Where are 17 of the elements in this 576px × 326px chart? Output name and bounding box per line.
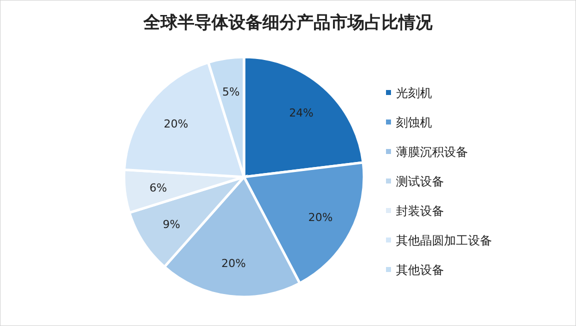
pie-slice: [242, 56, 364, 178]
chart-title: 全球半导体设备细分产品市场占比情况: [142, 13, 434, 33]
data-label: 9%: [162, 218, 180, 231]
data-label: 20%: [221, 256, 246, 270]
data-label: 20%: [308, 211, 333, 224]
legend-label: 其他设备: [396, 263, 444, 277]
data-label: 5%: [222, 86, 240, 99]
legend-label: 测试设备: [396, 174, 444, 188]
data-label: 6%: [150, 181, 167, 194]
legend-label: 其他晶圆加工设备: [396, 234, 492, 248]
data-label: 24%: [289, 106, 314, 120]
legend-label: 刻蚀机: [396, 116, 432, 130]
legend-label: 封装设备: [396, 204, 444, 218]
data-label: 20%: [164, 118, 188, 131]
pie-slice: [207, 56, 246, 178]
legend-label: 薄膜沉积设备: [396, 145, 468, 159]
legend-label: 光刻机: [396, 86, 432, 100]
